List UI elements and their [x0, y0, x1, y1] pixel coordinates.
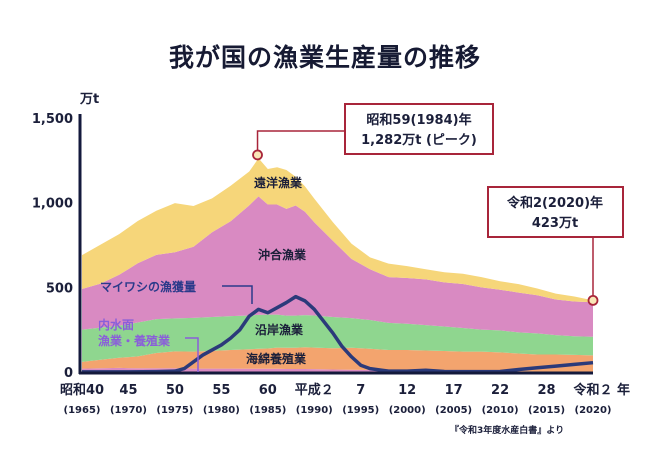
peak-marker — [252, 149, 263, 161]
x-tick-label: 7 — [356, 383, 365, 398]
peak-callout-line2: 1,282万t (ピーク) — [361, 133, 477, 148]
x-tick-sublabel: (1975) — [156, 405, 193, 416]
y-tick-label: 0 — [64, 366, 73, 381]
area-label-inland-2: 漁業・養殖業 — [98, 333, 171, 348]
y-axis-ticks: 0 500 1,000 1,500 — [32, 112, 73, 381]
area-label-distant: 遠洋漁業 — [254, 175, 303, 190]
x-axis-unit-label: 年 — [617, 382, 630, 398]
y-tick-label: 500 — [46, 281, 73, 296]
x-tick-sublabel: (1970) — [110, 405, 147, 416]
x-tick-sublabel: (2000) — [389, 405, 426, 416]
chart-title: 我が国の漁業生産量の推移 — [168, 43, 481, 72]
x-tick-label: 12 — [398, 383, 416, 398]
x-tick-sublabel: (1990) — [296, 405, 333, 416]
area-label-inland-1: 内水面 — [98, 317, 134, 332]
sardine-leader-line — [222, 285, 253, 304]
x-tick-label: 平成２ — [295, 382, 334, 398]
x-tick-sublabel: (1980) — [203, 405, 240, 416]
x-tick-label: 22 — [491, 383, 509, 398]
x-tick-label: 令和２ — [573, 382, 612, 398]
area-label-aquaculture: 海綿養殖業 — [246, 351, 307, 366]
inland-leader-line — [185, 337, 199, 372]
latest-callout-box — [487, 186, 624, 238]
area-label-coastal: 沿岸漁業 — [254, 322, 304, 337]
x-tick-label: 55 — [212, 383, 230, 398]
callouts: 昭和59(1984)年 1,282万t (ピーク) 令和2(2020)年 423万t — [252, 103, 624, 306]
x-tick-label: 昭和40 — [60, 382, 104, 398]
area-series-1 — [82, 347, 593, 372]
x-tick-label: 17 — [445, 383, 463, 398]
x-tick-label: 50 — [166, 383, 184, 398]
y-tick-label: 1,500 — [32, 112, 73, 127]
x-tick-label: 45 — [119, 383, 137, 398]
y-axis-unit-label: 万t — [79, 92, 99, 107]
x-tick-sublabel: (1985) — [249, 405, 286, 416]
source-note: 『令和3年度水産白書』より — [450, 424, 564, 436]
area-label-sardine: マイワシの漁獲量 — [100, 279, 196, 294]
x-tick-sublabel: (1995) — [342, 405, 379, 416]
peak-callout-box — [344, 103, 494, 155]
x-tick-sublabel: (2015) — [528, 405, 565, 416]
area-series-4 — [82, 158, 593, 303]
x-tick-label: 28 — [537, 383, 555, 398]
axes — [78, 114, 593, 375]
latest-callout-line2: 423万t — [532, 216, 578, 231]
area-label-offshore: 沖合漁業 — [258, 247, 307, 262]
x-tick-sublabel: (2020) — [575, 405, 612, 416]
y-tick-label: 1,000 — [32, 197, 73, 212]
area-series-3 — [82, 196, 593, 337]
area-series-0 — [82, 367, 593, 372]
x-axis-ticks: 昭和40 (1965) 45 (1970) 50 (1975) 55 (1980) 60 (198… — [60, 382, 613, 416]
peak-callout-line1: 昭和59(1984)年 — [366, 112, 471, 128]
x-tick-sublabel: (2005) — [435, 405, 472, 416]
x-tick-sublabel: (2010) — [482, 405, 519, 416]
latest-callout-line1: 令和2(2020)年 — [507, 195, 603, 211]
x-tick-label: 60 — [259, 383, 277, 398]
peak-leader-line — [256, 130, 345, 151]
latest-marker — [587, 294, 599, 306]
x-tick-sublabel: (1965) — [64, 405, 101, 416]
